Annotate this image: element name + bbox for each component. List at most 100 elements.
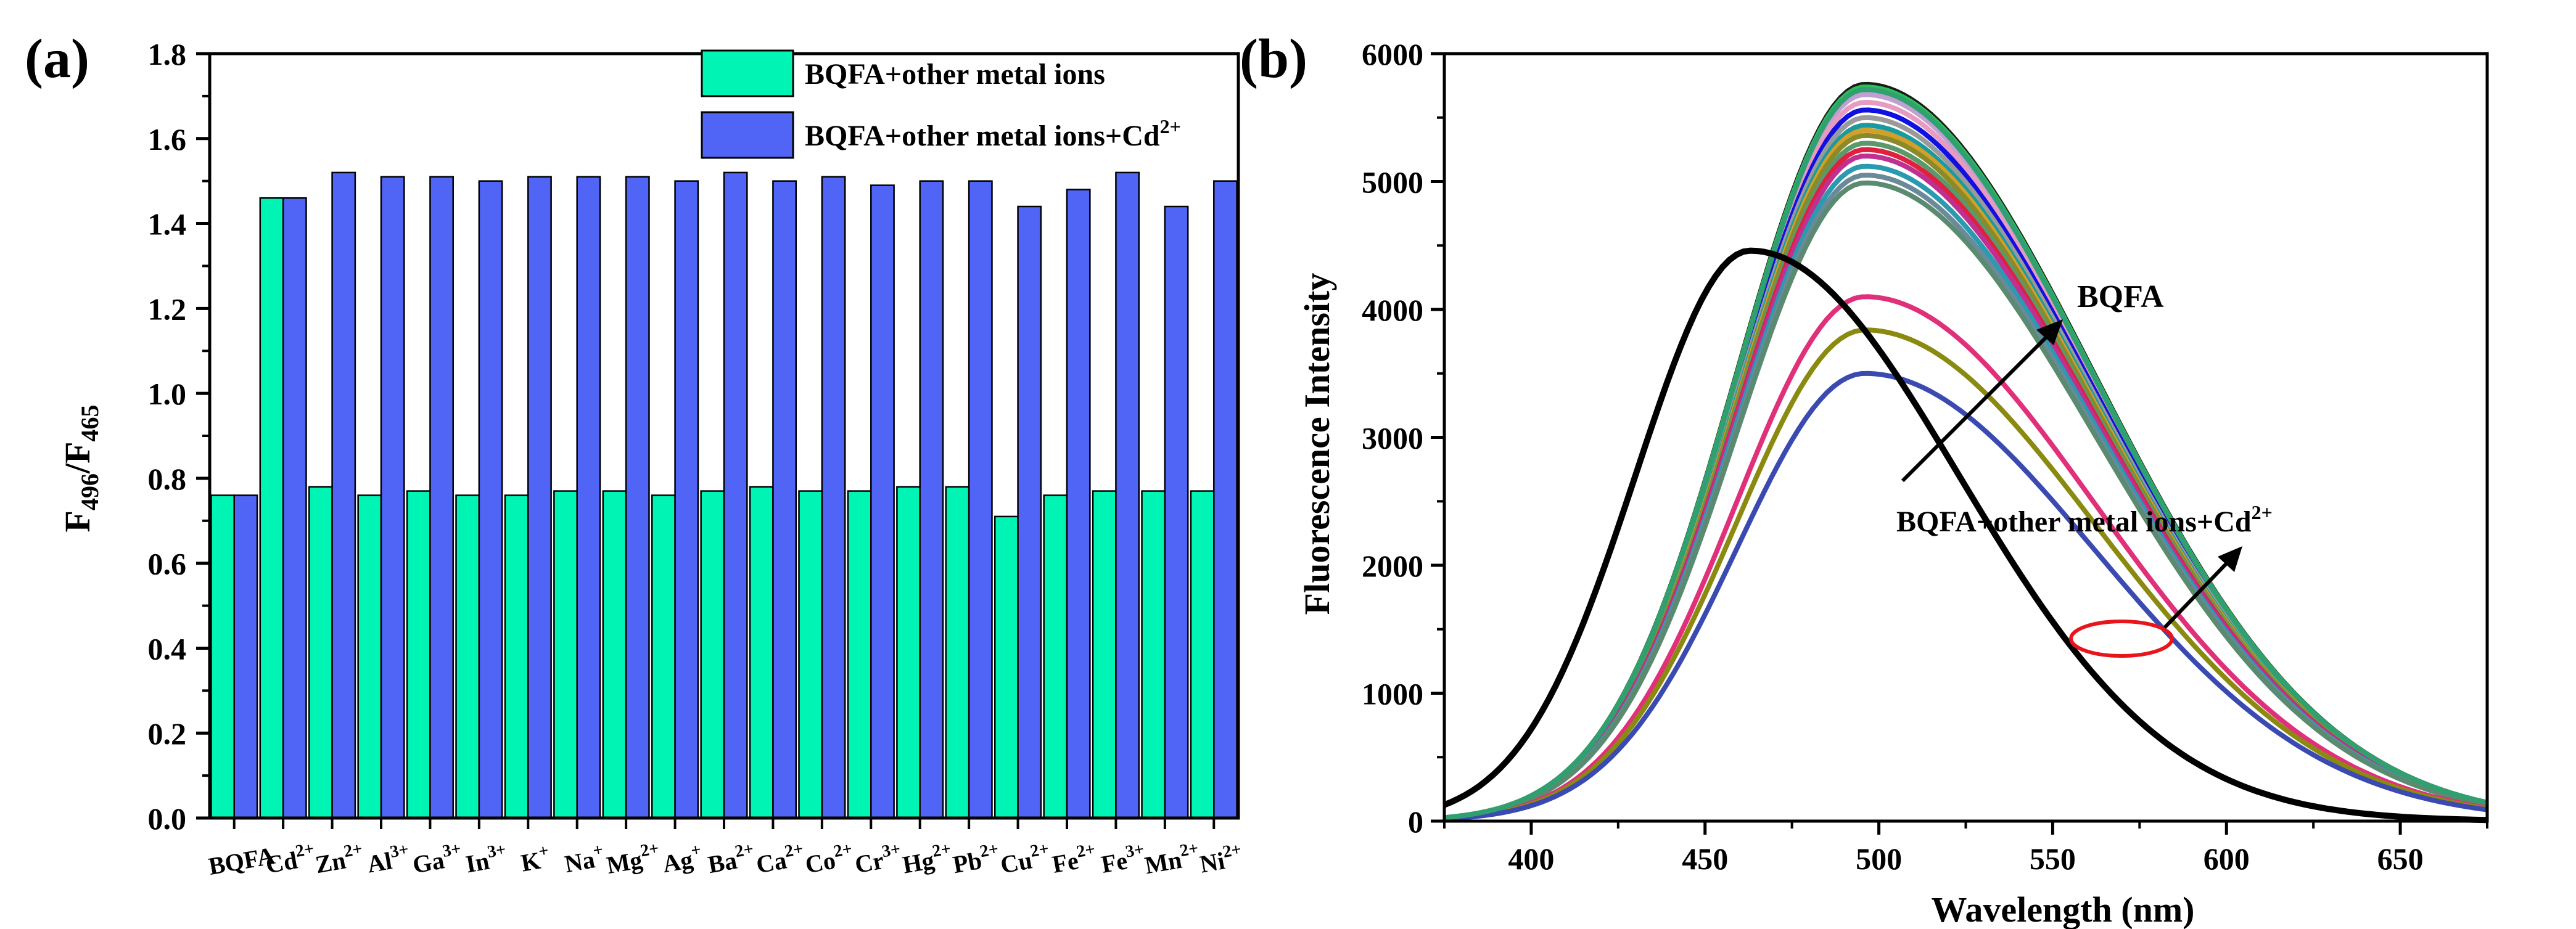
ytick-label: 0 bbox=[1408, 804, 1423, 839]
ytick-label: 0.0 bbox=[148, 801, 187, 836]
spectrum-bqfa-na- bbox=[1444, 115, 2488, 821]
xtick-label: Ni2+ bbox=[1197, 840, 1245, 878]
xtick-label: Cd2+ bbox=[263, 839, 318, 878]
xtick-label: Fe3+ bbox=[1098, 840, 1148, 878]
xtick-label: Pb2+ bbox=[950, 840, 1002, 879]
line-chart-axes: 0 1000 2000 3000 4000 5000 6000 400 450 500 550 600… bbox=[1362, 37, 2488, 876]
bar-other-ions-10 bbox=[700, 490, 725, 819]
bar-other-ions-15 bbox=[945, 486, 970, 819]
bar-chart-ylabel: F496/F465 bbox=[57, 405, 104, 533]
bqfa-arrow-label: BQFA bbox=[2077, 279, 2164, 314]
ytick-label: 0.2 bbox=[148, 716, 187, 751]
bar-other-ions-cd-14 bbox=[919, 180, 944, 819]
xtick-label: Zn2+ bbox=[313, 839, 366, 878]
bar-other-ions-1 bbox=[259, 197, 284, 819]
bar-other-ions-cd-13 bbox=[870, 184, 895, 819]
bar-chart-panel-a: 0.00.20.40.60.81.01.21.41.61.8 BQFACd2+Z… bbox=[57, 37, 1245, 880]
bar-other-ions-19 bbox=[1141, 490, 1166, 819]
bqfa-arrow-line bbox=[1901, 331, 2052, 483]
line-chart-xlabel: Wavelength (nm) bbox=[1932, 890, 2195, 929]
bqfa-arrow-head bbox=[2036, 319, 2063, 345]
xtick-label: Ag+ bbox=[660, 840, 705, 878]
bar-chart-legend: BQFA+other metal ions BQFA+other metal io… bbox=[701, 49, 1181, 159]
bar-other-ions-2 bbox=[308, 486, 333, 819]
ytick-label: 0.6 bbox=[148, 547, 187, 581]
xtick-label: Ca2+ bbox=[754, 839, 807, 878]
bar-other-ions-18 bbox=[1092, 490, 1117, 819]
bar-other-ions-cd-7 bbox=[576, 176, 601, 819]
spectrum-bqfa-fe3- bbox=[1444, 327, 2488, 822]
xtick-label: Co2+ bbox=[802, 839, 856, 878]
xtick-label: 550 bbox=[2030, 841, 2076, 876]
spectrum-bqfa bbox=[1443, 247, 2488, 824]
legend-label-1: BQFA+other metal ions+Cd2+ bbox=[805, 115, 1181, 152]
line-chart-annotations: BQFA BQFA+other metal ions+Cd2+ bbox=[1896, 279, 2273, 658]
xtick-label: Mg2+ bbox=[604, 839, 662, 879]
spectrum-bqfa-mn2- bbox=[1444, 370, 2488, 822]
bar-other-ions-cd-16 bbox=[1017, 205, 1042, 819]
spectrum-bqfa-ni2- bbox=[1444, 87, 2488, 821]
bar-other-ions-4 bbox=[406, 490, 431, 819]
xtick-label: Mn2+ bbox=[1142, 839, 1202, 880]
xtick-label: K+ bbox=[518, 841, 552, 877]
spectrum-bqfa-cu2- bbox=[1444, 180, 2488, 821]
spectrum-bqfa-fe2- bbox=[1444, 294, 2488, 821]
line-chart-series bbox=[1443, 81, 2488, 824]
bar-other-ions-cd-3 bbox=[380, 176, 405, 819]
bar-other-ions-cd-20 bbox=[1213, 180, 1238, 819]
bar-other-ions-cd-0 bbox=[233, 494, 258, 819]
xtick-label: Cu2+ bbox=[998, 839, 1053, 878]
xtick-label: 450 bbox=[1682, 841, 1728, 876]
line-chart-ylabel: Fluorescence Intensity bbox=[1297, 273, 1337, 615]
bar-other-ions-cd-8 bbox=[625, 176, 650, 819]
ytick-label: 1.6 bbox=[148, 122, 187, 157]
xtick-label: 600 bbox=[2204, 841, 2250, 876]
ytick-label: 5000 bbox=[1362, 165, 1423, 200]
bar-other-ions-cd-9 bbox=[674, 180, 699, 819]
bar-other-ions-12 bbox=[798, 490, 823, 819]
spectrum-bqfa-pb2- bbox=[1444, 173, 2488, 821]
bar-other-ions-cd-5 bbox=[478, 180, 503, 819]
ylabel-sub1: 496 bbox=[76, 473, 104, 510]
ylabel-sub2: 465 bbox=[76, 405, 104, 442]
bar-other-ions-cd-2 bbox=[331, 171, 356, 819]
ytick-label: 6000 bbox=[1362, 37, 1423, 72]
cd-ellipse bbox=[2069, 620, 2174, 658]
ytick-label: 4000 bbox=[1362, 293, 1423, 327]
bar-other-ions-cd-17 bbox=[1066, 189, 1091, 819]
bar-other-ions-6 bbox=[504, 494, 529, 819]
bar-other-ions-7 bbox=[553, 490, 578, 819]
bar-other-ions-3 bbox=[357, 494, 382, 819]
bar-other-ions-13 bbox=[847, 490, 872, 819]
ylabel-f1: F bbox=[57, 510, 97, 532]
ytick-label: 1.4 bbox=[148, 207, 187, 242]
bar-chart-yaxis: 0.0 0.2 0.4 0.6 0.8 1.0 1.2 1.4 1.6 1.8 bbox=[148, 37, 210, 836]
xtick-label: In3+ bbox=[463, 840, 510, 878]
ytick-label: 1000 bbox=[1362, 677, 1423, 711]
xtick-label: Hg2+ bbox=[900, 839, 955, 878]
bar-other-ions-11 bbox=[749, 486, 774, 819]
xtick-label: Ga3+ bbox=[410, 839, 465, 878]
ytick-label: 0.4 bbox=[148, 631, 187, 666]
legend-swatch-0 bbox=[701, 49, 794, 97]
bar-other-ions-0 bbox=[210, 494, 235, 819]
cd-arrow-label: BQFA+other metal ions+Cd2+ bbox=[1896, 501, 2273, 538]
bar-other-ions-cd-18 bbox=[1115, 171, 1140, 819]
legend-swatch-1 bbox=[701, 111, 794, 159]
panel-a-label: (a) bbox=[25, 28, 89, 89]
xtick-label: 650 bbox=[2377, 841, 2424, 876]
line-chart-panel-b: 0 1000 2000 3000 4000 5000 6000 400 450 500 550 600… bbox=[1297, 37, 2489, 929]
bar-other-ions-17 bbox=[1043, 494, 1068, 819]
bar-other-ions-8 bbox=[602, 490, 627, 819]
bar-other-ions-cd-12 bbox=[821, 176, 846, 819]
bar-chart-bars bbox=[210, 171, 1238, 819]
bar-other-ions-16 bbox=[994, 515, 1019, 819]
bar-other-ions-cd-4 bbox=[429, 176, 455, 819]
bar-other-ions-cd-15 bbox=[968, 180, 993, 819]
cd-arrow-label-sup: 2+ bbox=[2252, 501, 2273, 523]
xtick-label: Ba2+ bbox=[705, 840, 757, 879]
cd-arrow-head bbox=[2218, 546, 2242, 572]
line-chart-frame bbox=[1442, 52, 2489, 823]
bar-other-ions-20 bbox=[1190, 490, 1215, 819]
